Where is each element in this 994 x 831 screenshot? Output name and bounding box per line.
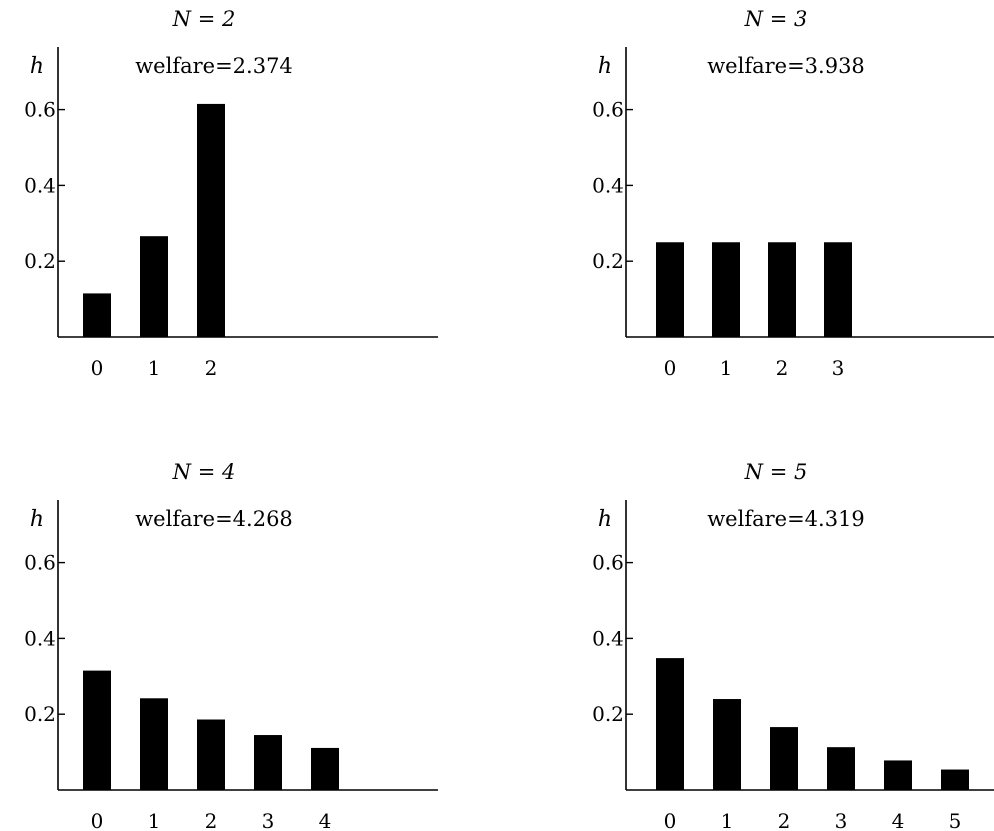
chart-title-n: N = 2: [172, 7, 236, 31]
bar: [140, 236, 168, 337]
chart-panel-0: N = 2 welfare=2.374 h 0.2 0.4 0.6 0 1 2: [24, 7, 438, 380]
bar: [712, 242, 740, 337]
bar: [713, 699, 741, 790]
x-tick-label: 0: [664, 356, 677, 380]
y-tick-label: 0.2: [24, 249, 56, 273]
y-tick-label: 0.6: [24, 551, 56, 575]
chart-title-welfare: welfare=2.374: [135, 54, 293, 78]
bar: [656, 658, 684, 790]
chart-title-n: N = 5: [744, 460, 808, 484]
y-tick-label: 0.2: [592, 249, 624, 273]
x-tick-label: 1: [148, 809, 161, 831]
bar: [83, 293, 111, 337]
x-tick-label: 1: [721, 809, 734, 831]
chart-title-welfare: welfare=4.268: [135, 507, 293, 531]
bar: [254, 735, 282, 790]
bar: [140, 698, 168, 790]
x-tick-label: 4: [892, 809, 905, 831]
bar: [656, 242, 684, 337]
bar: [197, 103, 225, 337]
y-axis-label: h: [30, 507, 44, 532]
chart-panel-1: N = 3 welfare=3.938 h 0.2 0.4 0.6 0 1 2 3: [592, 7, 994, 380]
x-tick-label: 0: [664, 809, 677, 831]
x-tick-label: 3: [832, 356, 845, 380]
y-tick-label: 0.2: [592, 702, 624, 726]
x-tick-label: 2: [778, 809, 791, 831]
chart-title-welfare: welfare=4.319: [707, 507, 865, 531]
bar: [770, 727, 798, 790]
y-tick-label: 0.4: [592, 626, 624, 650]
y-tick-label: 0.4: [592, 173, 624, 197]
bar: [824, 242, 852, 337]
y-tick-label: 0.6: [592, 551, 624, 575]
y-axis-label: h: [598, 507, 612, 532]
x-tick-label: 1: [720, 356, 733, 380]
bar: [768, 242, 796, 337]
chart-title-welfare: welfare=3.938: [707, 54, 865, 78]
y-axis-label: h: [30, 54, 44, 79]
x-tick-label: 2: [776, 356, 789, 380]
x-tick-label: 0: [91, 356, 104, 380]
x-tick-label: 3: [835, 809, 848, 831]
chart-panel-3: N = 5 welfare=4.319 h 0.2 0.4 0.6 0 1 2 3 4 5: [592, 460, 994, 831]
x-tick-label: 2: [205, 809, 218, 831]
chart-title-n: N = 3: [744, 7, 808, 31]
chart-title-n: N = 4: [172, 460, 236, 484]
bar: [941, 769, 969, 790]
x-tick-label: 4: [319, 809, 332, 831]
y-tick-label: 0.6: [24, 98, 56, 122]
bar: [884, 760, 912, 790]
y-tick-label: 0.2: [24, 702, 56, 726]
bar: [197, 719, 225, 790]
x-tick-label: 1: [148, 356, 161, 380]
bar: [311, 747, 339, 790]
y-tick-label: 0.6: [592, 98, 624, 122]
x-tick-label: 3: [262, 809, 275, 831]
x-tick-label: 2: [205, 356, 218, 380]
bar: [83, 670, 111, 790]
y-axis-label: h: [598, 54, 612, 79]
bar: [827, 747, 855, 790]
x-tick-label: 0: [91, 809, 104, 831]
y-tick-label: 0.4: [24, 173, 56, 197]
chart-panel-2: N = 4 welfare=4.268 h 0.2 0.4 0.6 0 1 2 3 4: [24, 460, 438, 831]
x-tick-label: 5: [949, 809, 962, 831]
y-tick-label: 0.4: [24, 626, 56, 650]
